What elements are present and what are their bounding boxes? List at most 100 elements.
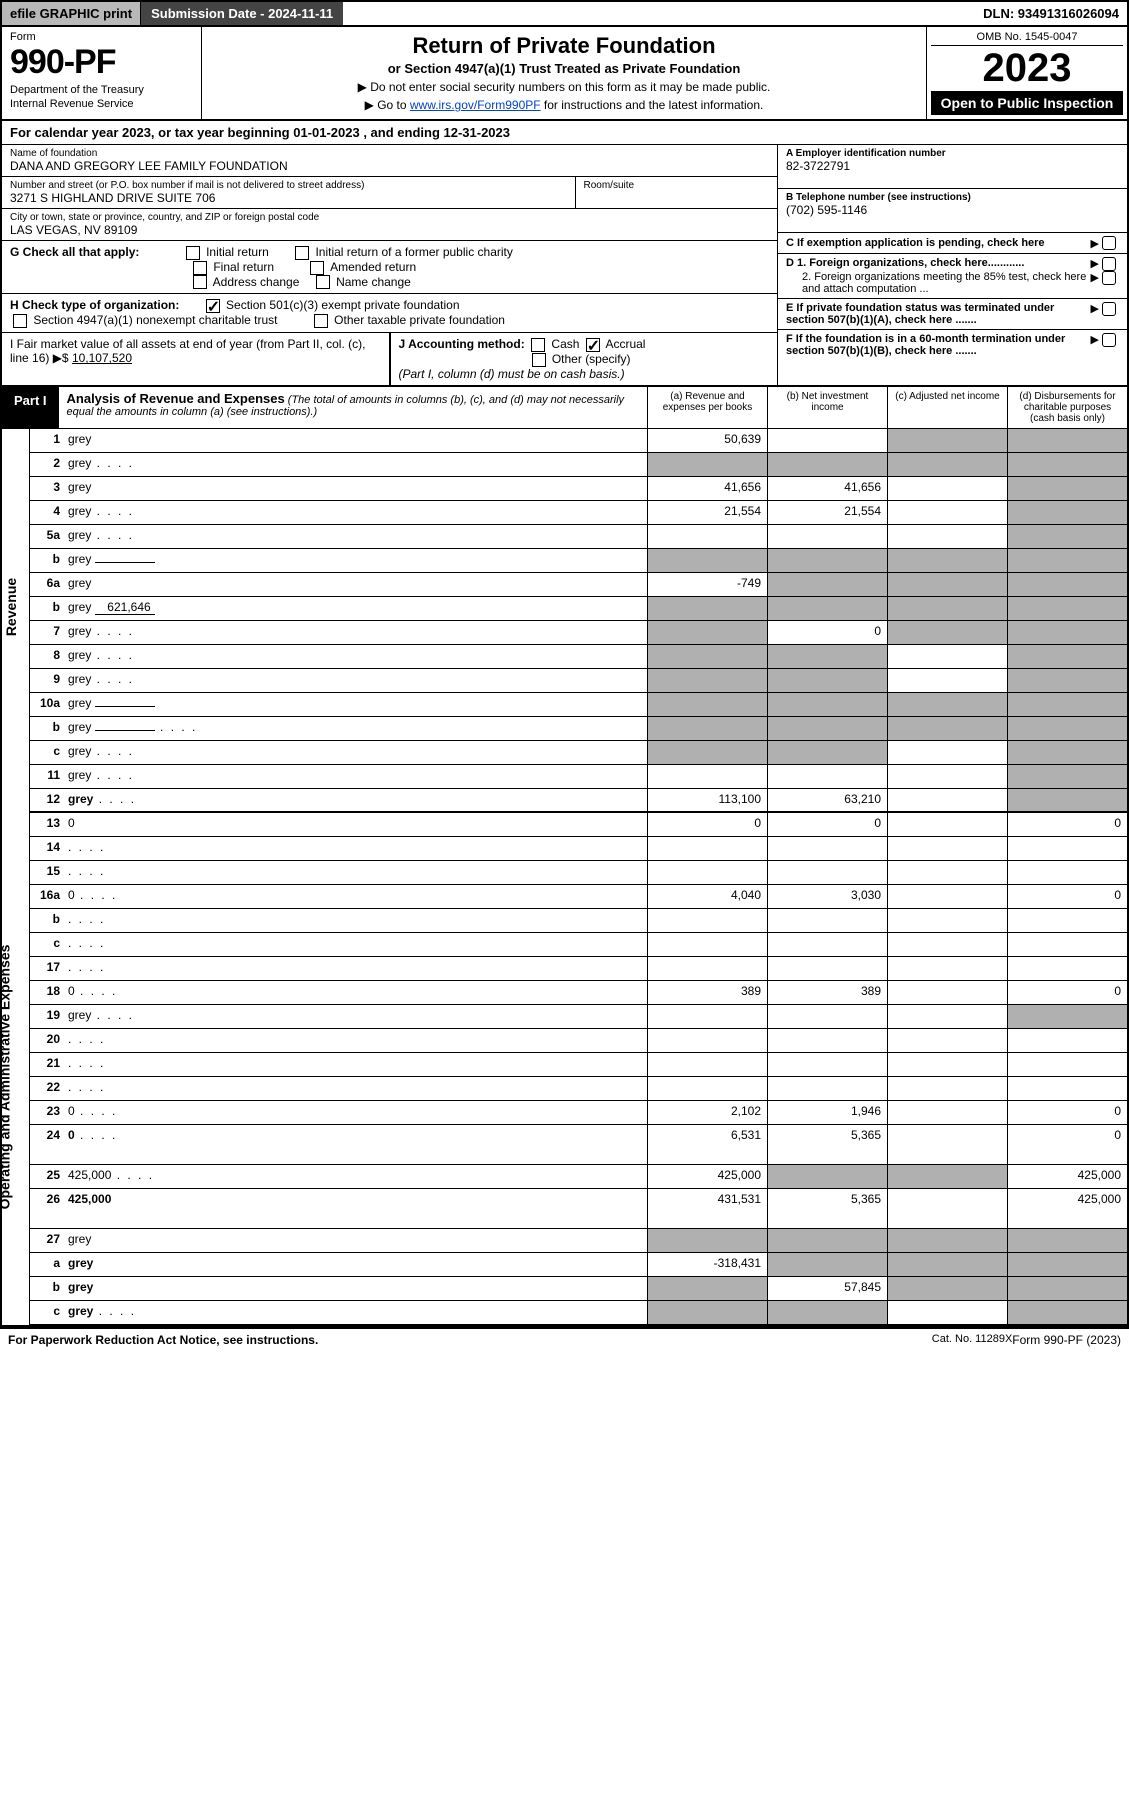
cell-b: [767, 1301, 887, 1324]
cell-c: [887, 1301, 1007, 1324]
row-number: 2: [30, 453, 64, 476]
4947a1-checkbox[interactable]: [13, 314, 27, 328]
cell-d: [1007, 1301, 1127, 1324]
501c3-checkbox[interactable]: [206, 299, 220, 313]
row-description: 0: [64, 885, 647, 908]
cell-b: [767, 909, 887, 932]
85pct-test-checkbox[interactable]: [1102, 271, 1116, 285]
other-method-checkbox[interactable]: [532, 353, 546, 367]
part1-label: Part I: [2, 387, 59, 428]
row-description: [64, 837, 647, 860]
row-number: b: [30, 717, 64, 740]
expenses-label: Operating and Administrative Expenses: [0, 944, 12, 1209]
cell-a: [647, 1229, 767, 1252]
section-e-label: E If private foundation status was termi…: [786, 302, 1054, 326]
row-description: grey: [64, 765, 647, 788]
cell-a: [647, 645, 767, 668]
row-number: 7: [30, 621, 64, 644]
initial-return-former-checkbox[interactable]: [295, 246, 309, 260]
inline-value: [95, 730, 155, 731]
cell-c: [887, 1125, 1007, 1164]
initial-return-checkbox[interactable]: [186, 246, 200, 260]
address-change-checkbox[interactable]: [193, 275, 207, 289]
cell-a: [647, 909, 767, 932]
cell-a: [647, 597, 767, 620]
row-description: grey: [64, 429, 647, 452]
cell-d: [1007, 1053, 1127, 1076]
table-row: 26425,000431,5315,365425,000: [30, 1189, 1127, 1229]
accrual-checkbox[interactable]: [586, 338, 600, 352]
cash-checkbox[interactable]: [531, 338, 545, 352]
cell-b: 41,656: [767, 477, 887, 500]
table-row: 7grey0: [30, 621, 1127, 645]
phone-label: B Telephone number (see instructions): [786, 192, 971, 203]
cell-c: [887, 525, 1007, 548]
table-row: 16a04,0403,0300: [30, 885, 1127, 909]
form-subtitle: or Section 4947(a)(1) Trust Treated as P…: [212, 61, 916, 76]
table-row: 8grey: [30, 645, 1127, 669]
cell-b: 389: [767, 981, 887, 1004]
cell-d: [1007, 525, 1127, 548]
name-change-checkbox[interactable]: [316, 275, 330, 289]
cell-d: 0: [1007, 981, 1127, 1004]
part1-table: Revenue Operating and Administrative Exp…: [2, 429, 1127, 1327]
cell-d: [1007, 1277, 1127, 1300]
table-row: 20: [30, 1029, 1127, 1053]
table-row: 5agrey: [30, 525, 1127, 549]
table-row: 14: [30, 837, 1127, 861]
cell-c: [887, 1253, 1007, 1276]
cell-b: [767, 765, 887, 788]
section-c-label: C If exemption application is pending, c…: [786, 237, 1045, 249]
row-number: 27: [30, 1229, 64, 1252]
open-to-public: Open to Public Inspection: [931, 91, 1123, 115]
exemption-pending-checkbox[interactable]: [1102, 236, 1116, 250]
cell-c: [887, 717, 1007, 740]
part1-header: Part I Analysis of Revenue and Expenses …: [2, 385, 1127, 429]
efile-print-button[interactable]: efile GRAPHIC print: [2, 2, 141, 25]
irs-link[interactable]: www.irs.gov/Form990PF: [410, 98, 541, 112]
table-row: b: [30, 909, 1127, 933]
cell-d: [1007, 453, 1127, 476]
form-title: Return of Private Foundation: [212, 33, 916, 59]
cell-a: 425,000: [647, 1165, 767, 1188]
section-d2-label: 2. Foreign organizations meeting the 85%…: [786, 271, 1091, 295]
cell-a: [647, 669, 767, 692]
cell-d: [1007, 837, 1127, 860]
cell-b: [767, 717, 887, 740]
table-row: 2302,1021,9460: [30, 1101, 1127, 1125]
cell-d: [1007, 1253, 1127, 1276]
cell-d: 0: [1007, 813, 1127, 836]
row-description: grey: [64, 645, 647, 668]
table-row: agrey-318,431: [30, 1253, 1127, 1277]
omb-number: OMB No. 1545-0047: [931, 31, 1123, 46]
cell-a: [647, 1005, 767, 1028]
cell-d: 0: [1007, 885, 1127, 908]
table-row: 22: [30, 1077, 1127, 1101]
ein-label: A Employer identification number: [786, 148, 946, 159]
fair-market-value: 10,107,520: [72, 351, 132, 365]
cell-d: [1007, 933, 1127, 956]
cell-a: 4,040: [647, 885, 767, 908]
cell-c: [887, 1165, 1007, 1188]
final-return-checkbox[interactable]: [193, 261, 207, 275]
cell-c: [887, 741, 1007, 764]
foreign-org-checkbox[interactable]: [1102, 257, 1116, 271]
cell-c: [887, 861, 1007, 884]
cell-d: [1007, 1077, 1127, 1100]
other-taxable-checkbox[interactable]: [314, 314, 328, 328]
row-number: 21: [30, 1053, 64, 1076]
table-row: 19grey: [30, 1005, 1127, 1029]
cell-c: [887, 429, 1007, 452]
revenue-label: Revenue: [3, 578, 19, 636]
table-row: 9grey: [30, 669, 1127, 693]
row-description: 425,000: [64, 1165, 647, 1188]
cell-c: [887, 1277, 1007, 1300]
cell-d: [1007, 909, 1127, 932]
amended-return-checkbox[interactable]: [310, 261, 324, 275]
terminated-checkbox[interactable]: [1102, 302, 1116, 316]
60month-checkbox[interactable]: [1102, 333, 1116, 347]
cell-d: [1007, 765, 1127, 788]
cell-a: [647, 933, 767, 956]
table-row: bgrey: [30, 717, 1127, 741]
cell-a: [647, 741, 767, 764]
